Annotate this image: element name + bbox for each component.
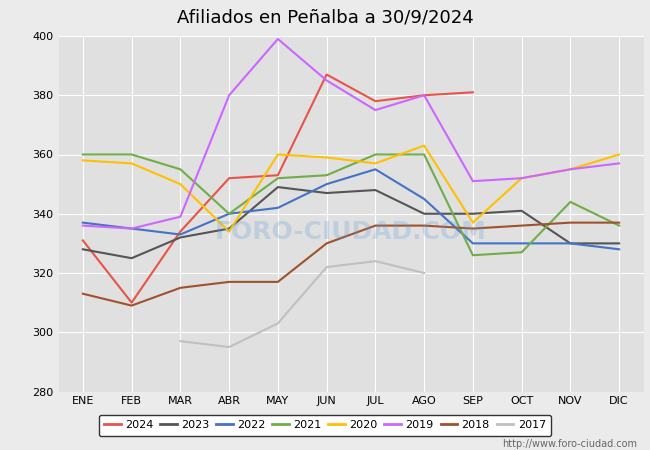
Text: Afiliados en Peñalba a 30/9/2024: Afiliados en Peñalba a 30/9/2024: [177, 9, 473, 27]
Text: FORO-CIUDAD.COM: FORO-CIUDAD.COM: [215, 220, 487, 243]
Legend: 2024, 2023, 2022, 2021, 2020, 2019, 2018, 2017: 2024, 2023, 2022, 2021, 2020, 2019, 2018…: [99, 415, 551, 436]
Text: http://www.foro-ciudad.com: http://www.foro-ciudad.com: [502, 439, 637, 449]
